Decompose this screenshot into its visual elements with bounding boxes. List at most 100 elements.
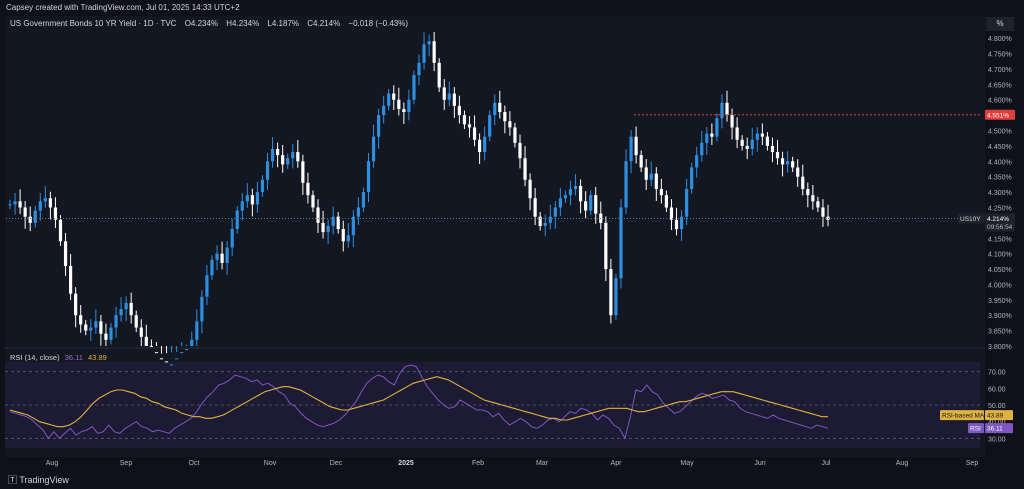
- logo-icon: 🅃: [8, 475, 20, 485]
- candle-body: [104, 333, 108, 340]
- candle-body: [720, 102, 724, 119]
- rsi-ma-axis-label-bg: [940, 410, 984, 421]
- price-tick-label: 4.750%: [988, 52, 1012, 59]
- time-label: Aug: [896, 460, 909, 467]
- symbol-legend: US Government Bonds 10 YR Yield · 1D · T…: [10, 19, 414, 28]
- legend-low: L4.187%: [267, 19, 300, 28]
- candle-body: [483, 136, 487, 153]
- candle-body: [296, 152, 300, 162]
- candle-body: [447, 93, 451, 100]
- candle-body: [230, 229, 234, 248]
- candle-body: [119, 309, 123, 316]
- candle-body: [210, 259, 214, 276]
- time-label: Oct: [189, 460, 200, 467]
- time-axis-labels: Aug Sep Oct Nov Dec 2025 Feb Mar Apr May Jun Jul Aug…: [46, 460, 979, 467]
- time-label: Nov: [264, 460, 277, 467]
- candle-body: [270, 148, 275, 162]
- candle-body: [730, 115, 734, 128]
- candle-body: [281, 155, 285, 165]
- candle-body: [735, 127, 739, 140]
- tradingview-logo: 🅃 TradingView: [8, 473, 69, 486]
- candle-body: [796, 167, 800, 177]
- candle-body: [679, 216, 684, 230]
- candle-body: [220, 253, 224, 263]
- rsi-legend: RSI (14, close) 36.11 43.89: [10, 353, 107, 362]
- price-tick-label: 3.800%: [988, 344, 1012, 351]
- candle-body: [664, 195, 669, 208]
- candle-body: [326, 225, 330, 233]
- price-axis-ticks: 4.800%4.750%4.700%4.650%4.600%4.550%4.50…: [988, 36, 1012, 351]
- time-label: Sep: [120, 460, 133, 467]
- candle-body: [286, 158, 290, 165]
- candle-body: [649, 173, 653, 180]
- candle-body: [442, 87, 446, 100]
- time-label: Feb: [472, 460, 484, 467]
- candle-body: [180, 352, 184, 354]
- candle-body: [695, 155, 699, 168]
- price-tick-label: 4.300%: [988, 190, 1012, 197]
- candle-body: [488, 115, 492, 137]
- candle-body: [79, 315, 83, 325]
- candle-body: [584, 201, 588, 211]
- candle-body: [634, 136, 638, 156]
- rsi-ma-axis-label: RSI-based MA: [942, 413, 985, 420]
- candle-body: [452, 93, 456, 106]
- candle-body: [669, 207, 674, 220]
- candle-body: [124, 302, 128, 310]
- candle-body: [169, 364, 174, 366]
- candle-body: [18, 201, 22, 208]
- candle-body: [614, 278, 618, 316]
- candle-body: [265, 161, 270, 180]
- candle-body: [311, 195, 315, 208]
- candle-body: [225, 247, 229, 263]
- rsi-tick-label: 70.00: [988, 370, 1006, 377]
- candle-body: [38, 201, 42, 211]
- candle-body: [159, 358, 164, 360]
- candle-body: [195, 321, 199, 340]
- candle-body: [407, 99, 411, 113]
- candle-body: [710, 133, 714, 137]
- candle-body: [821, 207, 825, 217]
- candle-body: [624, 161, 628, 208]
- candle-body: [58, 219, 63, 242]
- percent-scale-button[interactable]: %: [986, 17, 1014, 31]
- candle-body: [240, 201, 244, 211]
- candle-body: [351, 216, 355, 236]
- legend-open: O4.234%: [184, 19, 219, 28]
- time-label: May: [680, 460, 694, 467]
- rsi-line: [9, 364, 829, 440]
- candle-body: [437, 62, 441, 88]
- countdown-label: 09:56:54: [987, 224, 1013, 231]
- rsi-title: RSI (14, close): [10, 353, 60, 362]
- candle-body: [513, 127, 517, 143]
- rsi-tick-label: 60.00: [988, 386, 1006, 393]
- candle-body: [8, 204, 12, 206]
- price-tick-label: 4.250%: [988, 205, 1012, 212]
- axis-price-labels: 4.551% US10Y 4.214%09:56:54 RSI-based MA 43.…: [940, 109, 1015, 434]
- candle-body: [462, 115, 467, 125]
- candle-body: [154, 352, 159, 354]
- rsi-ma-value: 43.89: [88, 353, 107, 362]
- candle-body: [377, 115, 381, 137]
- candle-body: [346, 235, 350, 242]
- resistance-price-label-bg: [985, 109, 1015, 120]
- candle-body: [568, 189, 573, 196]
- candle-body: [13, 201, 17, 205]
- candle-body: [811, 195, 815, 202]
- candle-body: [755, 133, 759, 140]
- time-label: Aug: [46, 460, 59, 467]
- price-tick-label: 4.400%: [988, 159, 1012, 166]
- price-tick-label: 3.850%: [988, 329, 1012, 336]
- candle-body: [402, 108, 406, 113]
- candle-body: [84, 324, 88, 331]
- candle-body: [457, 105, 461, 116]
- rsi-axis-label-bg: [968, 423, 984, 434]
- candle-body: [477, 139, 482, 153]
- candle-body: [361, 192, 366, 208]
- rsi-axis-value-bg: [985, 423, 1013, 434]
- candle-body: [750, 139, 754, 149]
- price-tick-label: 4.650%: [988, 82, 1012, 89]
- candle-body: [392, 93, 396, 100]
- time-label: Jun: [754, 460, 765, 467]
